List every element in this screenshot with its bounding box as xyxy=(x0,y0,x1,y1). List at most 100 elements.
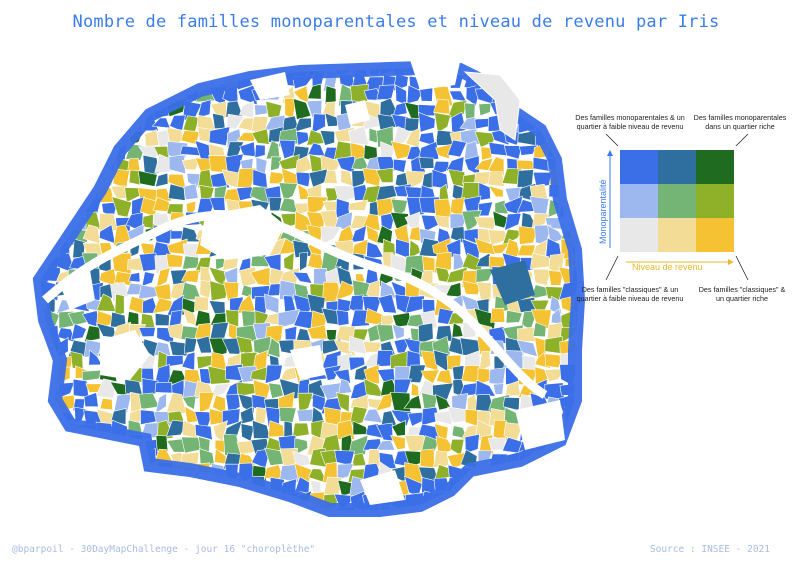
iris-cell xyxy=(69,447,91,470)
iris-cell xyxy=(82,156,103,176)
iris-cell xyxy=(83,392,99,408)
iris-cell xyxy=(40,182,46,203)
iris-cell xyxy=(125,86,145,106)
iris-cell xyxy=(518,144,539,156)
iris-cell xyxy=(536,490,550,510)
iris-cell xyxy=(251,504,271,510)
iris-cell xyxy=(154,153,174,173)
legend-cell xyxy=(620,184,658,218)
leader-line xyxy=(605,255,619,281)
iris-cell xyxy=(180,269,200,283)
iris-cell xyxy=(461,210,482,232)
seine-river xyxy=(42,210,548,399)
park-area xyxy=(200,205,285,260)
iris-cell xyxy=(351,453,367,467)
park-area xyxy=(100,330,150,380)
iris-cell xyxy=(128,272,141,283)
iris-cell xyxy=(418,111,436,133)
iris-cell xyxy=(530,75,549,92)
iris-cell xyxy=(99,84,116,101)
iris-cell xyxy=(557,73,578,89)
iris-cell xyxy=(306,293,326,315)
iris-cell xyxy=(138,68,159,77)
iris-cell xyxy=(404,117,420,132)
iris-cell xyxy=(110,408,127,425)
iris-cell xyxy=(84,325,101,343)
iris-cell xyxy=(60,115,77,133)
iris-cell xyxy=(529,196,550,217)
iris-cell xyxy=(41,451,59,469)
x-axis-arrowhead xyxy=(728,259,734,265)
iris-cell xyxy=(54,505,74,510)
iris-cell xyxy=(96,102,114,116)
legend-label-top-right: Des familles monoparentales dans un quar… xyxy=(693,113,787,131)
iris-cell xyxy=(114,452,133,467)
iris-cell xyxy=(487,185,504,198)
iris-cell xyxy=(558,85,576,102)
iris-cell xyxy=(336,309,350,327)
iris-cell xyxy=(239,266,257,288)
iris-cell xyxy=(41,182,62,204)
iris-cell xyxy=(236,132,257,142)
iris-cell xyxy=(347,126,370,146)
iris-cell xyxy=(519,86,536,102)
park-area xyxy=(360,470,405,505)
iris-cell xyxy=(461,280,481,296)
iris-cell xyxy=(85,98,105,120)
iris-cell xyxy=(40,354,47,369)
iris-cell xyxy=(516,159,536,170)
iris-cell xyxy=(54,129,73,144)
iris-cell xyxy=(210,101,227,120)
iris-cell xyxy=(324,112,341,127)
iris-cell xyxy=(141,271,156,287)
iris-cell xyxy=(574,419,578,443)
iris-cell xyxy=(492,508,504,510)
iris-cell xyxy=(81,141,104,163)
iris-cell xyxy=(81,495,100,510)
iris-cell xyxy=(545,100,566,120)
iris-cell xyxy=(474,216,496,230)
iris-cell xyxy=(278,139,296,160)
iris-cell xyxy=(545,476,566,493)
iris-cell xyxy=(208,300,226,315)
legend-cell xyxy=(658,218,696,252)
iris-cell xyxy=(350,394,369,410)
iris-cell xyxy=(390,409,413,427)
iris-cell xyxy=(101,131,116,148)
iris-cell xyxy=(392,101,408,117)
iris-cell xyxy=(101,462,114,483)
iris-cell xyxy=(141,378,159,397)
iris-cell xyxy=(95,378,117,399)
iris-cell xyxy=(488,491,508,510)
iris-cell xyxy=(375,392,395,412)
iris-cell xyxy=(138,392,160,410)
iris-cell xyxy=(544,368,565,383)
iris-cell xyxy=(267,420,285,438)
iris-cell xyxy=(403,394,422,409)
iris-cell xyxy=(196,99,212,119)
iris-cell xyxy=(42,68,62,72)
iris-cell xyxy=(198,68,213,71)
iris-cell xyxy=(183,183,199,200)
iris-cell xyxy=(324,85,337,105)
iris-cell xyxy=(478,103,492,117)
iris-cell xyxy=(431,168,449,190)
iris-cell xyxy=(82,437,104,453)
iris-cell xyxy=(53,141,72,160)
iris-cell xyxy=(167,504,188,510)
source-text: Source : INSEE - 2021 xyxy=(649,544,770,555)
iris-cell xyxy=(60,70,75,89)
iris-cell xyxy=(376,324,395,343)
iris-cell xyxy=(228,511,242,522)
iris-cell xyxy=(323,169,338,184)
iris-cell xyxy=(53,99,72,119)
iris-cell xyxy=(70,111,89,132)
iris-cell xyxy=(72,378,90,398)
iris-cell xyxy=(99,398,113,411)
iris-cell xyxy=(292,422,310,438)
iris-cell xyxy=(41,156,58,175)
iris-cell xyxy=(407,364,427,384)
iris-cell xyxy=(461,238,481,261)
